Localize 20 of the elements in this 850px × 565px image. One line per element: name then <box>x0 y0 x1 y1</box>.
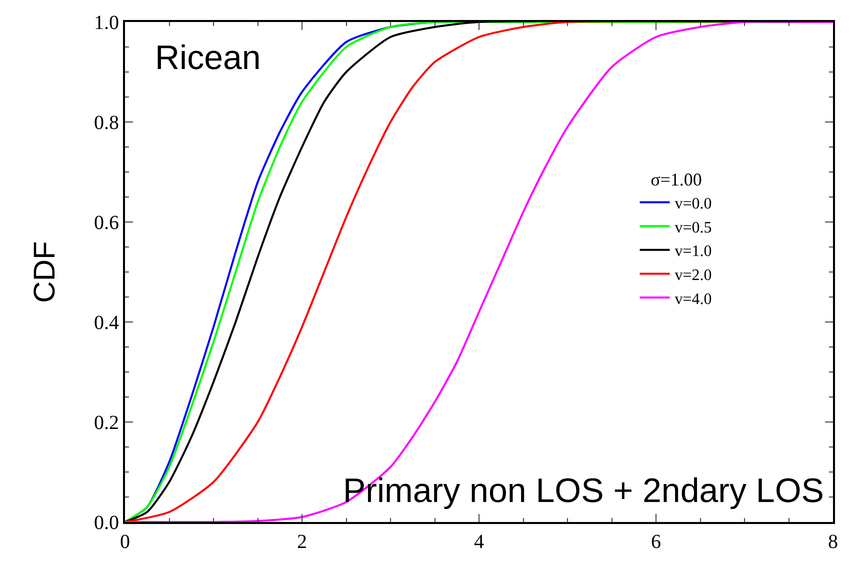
legend-title: σ=1.00 <box>650 169 702 190</box>
y-tick-label: 1.0 <box>94 12 119 34</box>
legend-label: v=4.0 <box>674 290 712 308</box>
x-tick-label: 6 <box>651 531 661 553</box>
annotation: Ricean <box>155 39 261 77</box>
y-tick-label: 0.4 <box>94 312 119 334</box>
line-series <box>125 22 833 522</box>
legend-label: v=0.5 <box>674 219 712 236</box>
x-tick-label: 2 <box>297 531 307 553</box>
y-tick-label: 0.6 <box>94 212 119 234</box>
legend-label: v=1.0 <box>674 243 712 260</box>
x-tick-label: 0 <box>120 531 130 553</box>
y-axis-title: CDF <box>28 241 62 303</box>
legend-label: v=2.0 <box>674 266 712 284</box>
y-tick-label: 0.0 <box>94 512 119 534</box>
legend-label: v=0.0 <box>674 196 712 213</box>
y-tick-label: 0.2 <box>94 412 119 434</box>
x-tick-label: 4 <box>474 531 484 553</box>
x-tick-label: 8 <box>828 531 838 553</box>
y-tick-label: 0.8 <box>94 112 119 134</box>
